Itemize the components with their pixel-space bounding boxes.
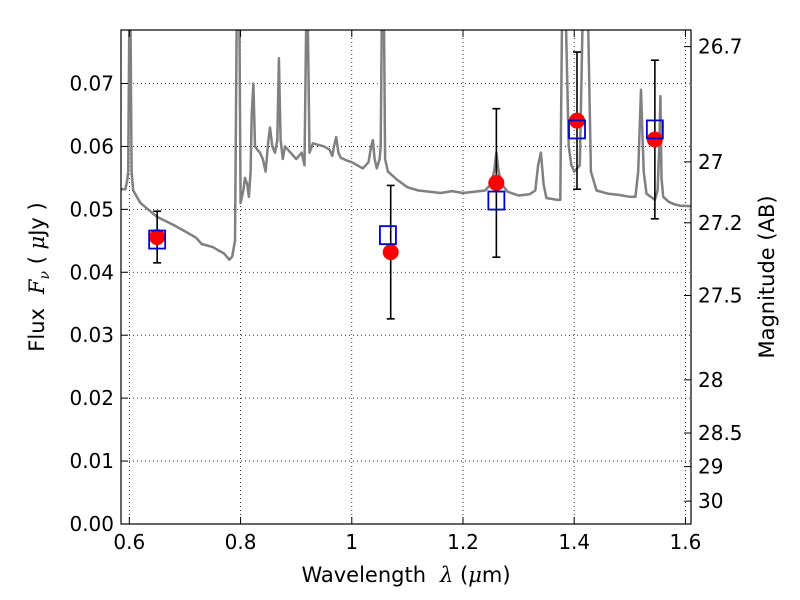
x-tick-label: 0.6 bbox=[113, 530, 145, 554]
mag-tick-label: 28 bbox=[698, 368, 723, 392]
y-tick-label: 0.03 bbox=[69, 323, 114, 347]
observed-point bbox=[646, 131, 663, 148]
gridlines bbox=[121, 30, 691, 525]
model-point bbox=[645, 119, 664, 140]
mag-tick-label: 29 bbox=[698, 455, 723, 479]
mag-tick-label: 26.7 bbox=[698, 35, 743, 59]
model-spectrum bbox=[121, 30, 691, 261]
x-tick-label: 1.2 bbox=[447, 530, 479, 554]
model-point bbox=[148, 229, 167, 250]
mag-tick-label: 28.5 bbox=[698, 421, 743, 445]
mag-tick-label: 27.2 bbox=[698, 211, 743, 235]
y2-axis-label: Magnitude (AB) bbox=[755, 195, 779, 358]
data-markers bbox=[148, 51, 664, 320]
mag-tick-label: 30 bbox=[698, 489, 723, 513]
x-tick-label: 0.8 bbox=[225, 530, 257, 554]
plot-frame bbox=[120, 29, 692, 525]
y-tick-label: 0.05 bbox=[69, 197, 114, 221]
y-tick-label: 0.00 bbox=[69, 512, 114, 536]
model-point bbox=[568, 119, 586, 140]
y-tick-label: 0.04 bbox=[69, 260, 114, 284]
y-axis-label: FluxFν ( μJy ) bbox=[25, 202, 53, 351]
observed-point bbox=[382, 244, 399, 261]
model-point bbox=[487, 190, 506, 211]
y-tick-label: 0.06 bbox=[69, 134, 114, 158]
y-tick-label: 0.07 bbox=[69, 71, 114, 95]
model-point bbox=[379, 225, 397, 246]
observed-point bbox=[488, 174, 505, 191]
x-tick-label: 1 bbox=[345, 530, 358, 554]
x-axis-label: Wavelength λ (μm) bbox=[301, 563, 510, 587]
x-tick-label: 1.6 bbox=[670, 530, 702, 554]
x-tick-label: 1.4 bbox=[558, 530, 590, 554]
axis-ticks: 0.6 0.8 1 1.2 1.4 1.6 0.00 0.01 0.02 0.03 0.04 0.05… bbox=[69, 30, 743, 554]
y-tick-label: 0.01 bbox=[69, 449, 114, 473]
observed-point bbox=[149, 229, 166, 246]
mag-tick-label: 27.5 bbox=[698, 284, 743, 308]
mag-tick-label: 27 bbox=[698, 150, 723, 174]
y-tick-label: 0.02 bbox=[69, 386, 114, 410]
spectrum-line bbox=[121, 30, 691, 261]
